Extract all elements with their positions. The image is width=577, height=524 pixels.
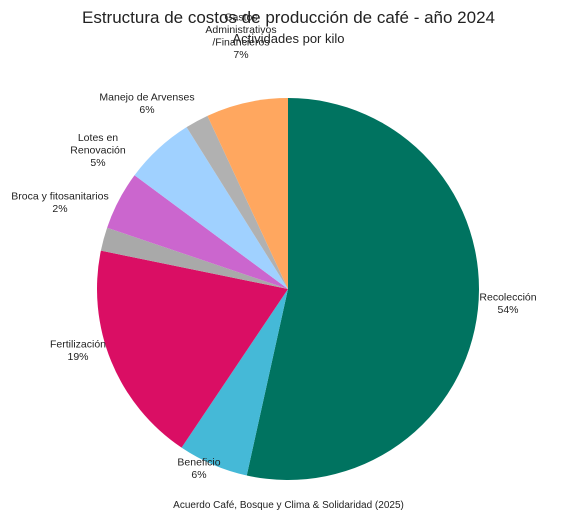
slice-label: Fertilización 19% (50, 339, 106, 364)
pie-slice-recolecci-n (246, 98, 479, 480)
pie-slice-broca-y-fitosanitarios (186, 115, 288, 289)
slice-label: Lotes en Renovación 5% (70, 132, 126, 169)
pie-slice-fertilizaci-n (97, 250, 288, 448)
slice-label: Beneficio 6% (177, 457, 220, 482)
chart-title: Estructura de costos de producción de ca… (82, 8, 495, 27)
slice-label: Manejo de Arvenses 6% (99, 92, 194, 117)
pie-slice-lotes-en-renovaci-n (107, 175, 289, 289)
pie-slice-unlabeled (100, 227, 288, 289)
source-note: Acuerdo Café, Bosque y Clima & Solidarid… (173, 500, 404, 511)
chart-subtitle: Actividades por kilo (232, 31, 345, 46)
pie-slice-gastos-administrativos-financieros (207, 98, 288, 289)
slice-label: Broca y fitosanitarios 2% (11, 191, 108, 216)
pie-slice-beneficio (181, 289, 288, 476)
slice-label: Gastos Administrativos/Financieros 7% (205, 12, 276, 62)
slice-label: Recolección 54% (479, 292, 536, 317)
pie-slice-manejo-de-arvenses (134, 127, 288, 289)
